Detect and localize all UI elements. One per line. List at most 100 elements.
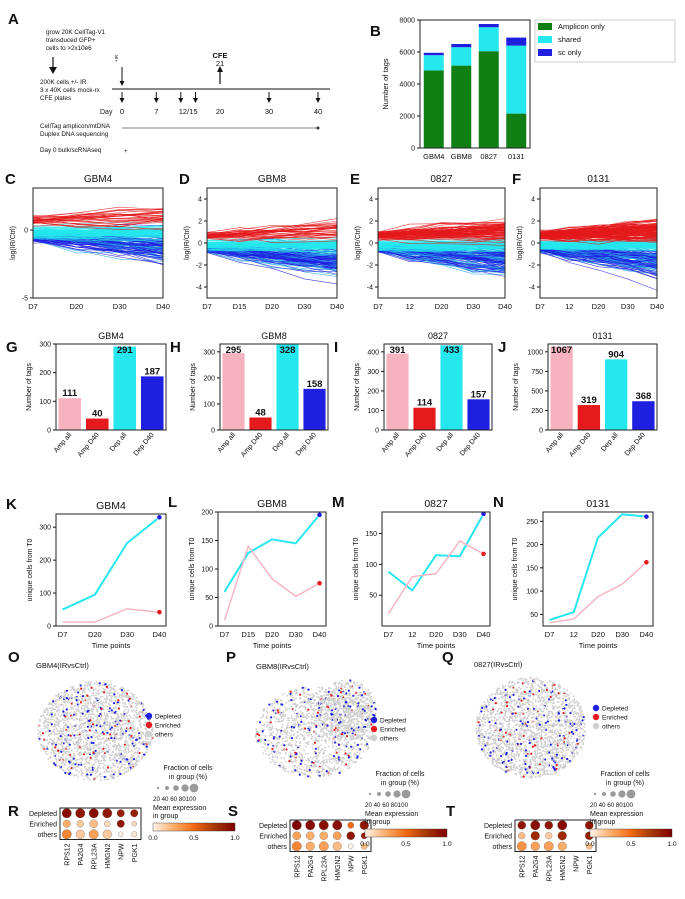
umap-cell (322, 772, 325, 775)
umap-cell (368, 713, 371, 716)
y-tick-label: 8000 (399, 18, 415, 25)
umap-cell (60, 742, 63, 745)
enriched-trace (377, 222, 506, 232)
endpoint-marker (480, 551, 487, 557)
umap-cell (50, 732, 52, 735)
umap-cell (103, 771, 106, 773)
umap-cell (38, 739, 41, 742)
umap-cell (316, 696, 318, 698)
umap-cell (115, 747, 118, 750)
umap-cell (54, 724, 56, 726)
umap-cell (140, 726, 142, 728)
y-tick-label: 0 (47, 428, 51, 435)
umap-cell (117, 743, 120, 745)
umap-cell (110, 700, 113, 703)
umap-cell (38, 718, 41, 721)
y-tick-label: 150 (201, 538, 213, 545)
umap-cell (301, 715, 304, 718)
umap-cell (358, 749, 361, 752)
umap-cell (88, 752, 90, 754)
umap-cell (113, 731, 115, 733)
umap-cell (113, 776, 116, 779)
umap-cell (354, 737, 356, 740)
umap-cell (66, 767, 69, 770)
umap-cell (94, 756, 97, 759)
umap-cell (73, 754, 76, 756)
umap-cell (66, 712, 68, 715)
umap-cell (145, 727, 148, 730)
umap-cell (266, 715, 268, 718)
umap-cell (323, 693, 325, 696)
depleted-trace (539, 249, 658, 274)
umap-cell (126, 700, 129, 702)
umap-cell (58, 695, 60, 698)
umap-cell (360, 694, 364, 697)
umap-cell (61, 762, 63, 765)
cfe-label: CFE (213, 51, 228, 60)
cfe-day: 21 (216, 59, 224, 68)
umap-cell (265, 717, 268, 719)
umap-cell (75, 774, 78, 777)
umap-cell (360, 717, 363, 720)
depleted-trace (377, 249, 506, 273)
panel-letter: A (8, 11, 19, 28)
umap-cell (38, 737, 41, 740)
umap-cell (280, 761, 283, 764)
umap-cell (303, 736, 306, 739)
umap-cell (325, 727, 327, 730)
x-tick-label: 0827 (480, 152, 497, 161)
umap-cell (86, 707, 89, 710)
series-line (549, 513, 647, 621)
umap-cell (361, 727, 363, 729)
umap-cell (78, 753, 81, 756)
chart-title: GBM4 (98, 331, 124, 341)
series-line (387, 513, 485, 592)
umap-cell (92, 763, 95, 766)
umap-cell (329, 730, 332, 733)
umap-cell (145, 745, 148, 748)
umap-cell (66, 748, 69, 750)
umap-cell (100, 738, 102, 741)
x-tick-label: Amp all (381, 431, 402, 454)
umap-cell (135, 711, 138, 714)
axes-frame-E (377, 187, 506, 299)
protocol-text: grow 20K CellTag-V1 (46, 29, 106, 36)
umap-cell (309, 694, 312, 697)
umap-cell (335, 742, 338, 744)
umap-cell (347, 707, 349, 710)
umap-cell (135, 709, 138, 712)
umap-cell (61, 729, 64, 732)
umap-cell (274, 709, 277, 711)
umap-cell (86, 717, 89, 720)
umap-cell (100, 711, 102, 714)
umap-cell (121, 736, 124, 739)
umap-cell (107, 687, 110, 690)
bar (386, 353, 409, 430)
umap-cell (277, 720, 279, 723)
umap-cell (366, 725, 369, 727)
umap-cell (357, 731, 360, 734)
umap-cell (143, 744, 146, 747)
umap-cell (53, 708, 56, 711)
umap-cell (66, 738, 69, 741)
umap-cell (47, 729, 50, 731)
umap-cell (110, 726, 113, 729)
umap-cell (364, 725, 367, 728)
y-axis-label: Number of tags (513, 363, 520, 411)
panel-letter: D (179, 171, 190, 188)
umap-cell (347, 754, 350, 757)
umap-cell (347, 740, 349, 743)
umap-cell (48, 714, 51, 717)
umap-cell (335, 745, 338, 748)
umap-cell (96, 736, 99, 739)
umap-cell (351, 718, 354, 720)
umap-cell (103, 754, 105, 756)
umap-cell (279, 734, 281, 736)
day-value: 20 (216, 107, 224, 116)
umap-cell (69, 771, 72, 775)
umap-cell (76, 718, 79, 721)
umap-cell (368, 699, 371, 701)
umap-cell (303, 756, 306, 759)
umap-cell (350, 745, 353, 748)
bar-data-label: 187 (144, 366, 160, 377)
